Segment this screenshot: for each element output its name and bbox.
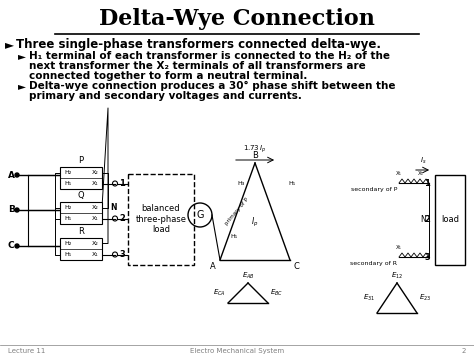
Text: H₁: H₁ — [230, 234, 237, 239]
Text: H₁: H₁ — [64, 252, 71, 257]
Text: 1: 1 — [119, 179, 125, 188]
Text: G: G — [196, 210, 204, 220]
Text: 2: 2 — [462, 348, 466, 354]
Text: connected together to form a neutral terminal.: connected together to form a neutral ter… — [29, 71, 307, 81]
Text: H₁: H₁ — [64, 216, 71, 221]
Text: load: load — [441, 215, 459, 224]
Text: $I_s$: $I_s$ — [420, 156, 426, 166]
Text: Three single-phase transformers connected delta-wye.: Three single-phase transformers connecte… — [16, 38, 381, 51]
Text: $E_{AB}$: $E_{AB}$ — [242, 271, 255, 281]
Text: 3: 3 — [119, 250, 125, 259]
Bar — [128, 174, 194, 264]
Text: $I_p$: $I_p$ — [251, 215, 259, 229]
Circle shape — [15, 244, 19, 248]
Text: X₁: X₁ — [92, 181, 99, 186]
Text: next transformer the X₂ terminals of all transformers are: next transformer the X₂ terminals of all… — [29, 61, 366, 71]
Text: balanced
three-phase
load: balanced three-phase load — [136, 204, 186, 234]
Text: H₁ terminal of each transformer is connected to the H₂ of the: H₁ terminal of each transformer is conne… — [29, 51, 390, 61]
Circle shape — [15, 173, 19, 177]
Text: A: A — [8, 170, 15, 180]
Text: 1: 1 — [424, 179, 430, 187]
Text: Q: Q — [78, 191, 84, 200]
Text: $E_{23}$: $E_{23}$ — [419, 293, 431, 303]
Text: H₂: H₂ — [64, 170, 71, 175]
Text: B: B — [8, 206, 15, 214]
Text: 3: 3 — [424, 252, 430, 262]
Text: N: N — [110, 203, 117, 212]
Text: H₁: H₁ — [64, 181, 71, 186]
Text: ►: ► — [18, 51, 26, 61]
Bar — [60, 167, 102, 189]
Text: B: B — [252, 151, 258, 160]
Bar — [60, 202, 102, 224]
Text: Delta-Wye Connection: Delta-Wye Connection — [99, 8, 375, 30]
Text: H₃: H₃ — [237, 181, 244, 186]
Text: $E_{CA}$: $E_{CA}$ — [213, 288, 226, 298]
Text: primary and secondary voltages and currents.: primary and secondary voltages and curre… — [29, 91, 302, 101]
Text: ►: ► — [18, 81, 26, 91]
Text: primary of P: primary of P — [224, 196, 250, 225]
Text: H₂: H₂ — [64, 241, 71, 246]
Text: secondary of R: secondary of R — [350, 261, 397, 266]
Text: X₂: X₂ — [92, 205, 99, 210]
Text: X₁: X₁ — [418, 171, 424, 176]
Bar — [435, 175, 465, 265]
Text: Lecture 11: Lecture 11 — [8, 348, 46, 354]
Text: $E_{31}$: $E_{31}$ — [363, 293, 375, 303]
Text: X₁: X₁ — [396, 245, 402, 250]
Text: $E_{12}$: $E_{12}$ — [391, 271, 403, 281]
Text: C: C — [8, 241, 15, 251]
Text: X₂: X₂ — [92, 241, 99, 246]
Text: A: A — [210, 262, 216, 271]
Text: X₁: X₁ — [396, 171, 402, 176]
Text: H₂: H₂ — [64, 205, 71, 210]
Bar — [60, 238, 102, 260]
Text: ►: ► — [5, 38, 14, 51]
Text: X₂: X₂ — [92, 170, 99, 175]
Text: P: P — [78, 156, 83, 165]
Text: $1.73\,I_p$: $1.73\,I_p$ — [244, 143, 266, 155]
Text: X₁: X₁ — [92, 216, 99, 221]
Text: $E_{BC}$: $E_{BC}$ — [270, 288, 283, 298]
Text: R: R — [78, 227, 84, 236]
Text: X₁: X₁ — [92, 252, 99, 257]
Text: Delta-wye connection produces a 30° phase shift between the: Delta-wye connection produces a 30° phas… — [29, 81, 395, 91]
Text: N: N — [420, 215, 426, 224]
Text: C: C — [294, 262, 300, 271]
Text: 2: 2 — [119, 214, 125, 223]
Text: H₁: H₁ — [288, 181, 295, 186]
Text: secondary of P: secondary of P — [351, 187, 397, 192]
Circle shape — [15, 208, 19, 212]
Text: 2: 2 — [424, 215, 430, 224]
Text: Electro Mechanical System: Electro Mechanical System — [190, 348, 284, 354]
